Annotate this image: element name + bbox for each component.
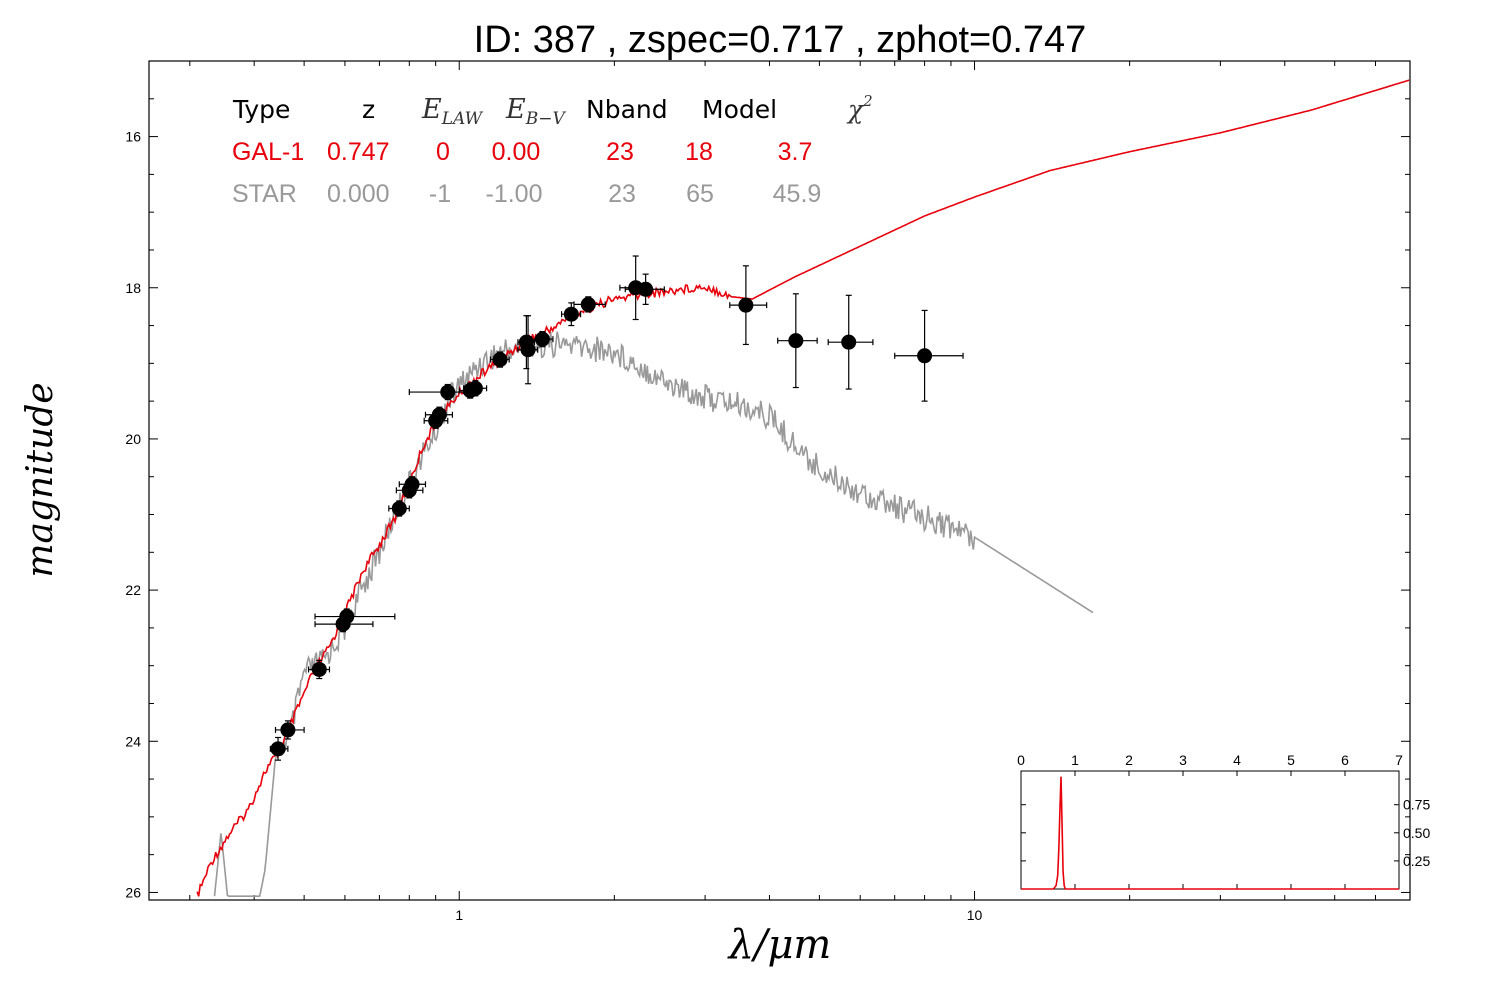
- data-marker: [638, 281, 654, 297]
- data-point: [517, 315, 539, 385]
- pdz-inset: 0 1 2 3 4 5 6 7 0.25 0.50 0.75: [1017, 752, 1430, 890]
- inset-x-tick-label: 0: [1017, 752, 1025, 768]
- y-axis-label: magnitude: [20, 382, 61, 577]
- inset-x-tick-label: 6: [1341, 752, 1349, 768]
- y-tick-label: 20: [125, 431, 141, 447]
- table-header-type: Type: [232, 95, 290, 124]
- data-marker: [280, 722, 296, 738]
- data-marker: [404, 476, 420, 492]
- row-type: GAL-1: [232, 138, 304, 166]
- x-axis-label: λ/μm: [727, 922, 832, 968]
- row-z: 0.000: [327, 180, 390, 208]
- data-point: [827, 294, 874, 390]
- data-point: [424, 406, 454, 423]
- row-model: 18: [685, 138, 713, 166]
- data-point: [489, 351, 510, 368]
- inset-y-tick-label: 0.75: [1403, 797, 1430, 813]
- table-row: GAL-1 0.747 0 0.00 23 18 3.7: [232, 138, 812, 166]
- row-chi2: 3.7: [778, 138, 813, 166]
- inset-x-tick-label: 7: [1395, 752, 1403, 768]
- data-marker: [520, 342, 536, 358]
- row-elaw: 0: [436, 138, 450, 166]
- row-z: 0.747: [327, 138, 390, 166]
- row-ebv: -1.00: [486, 180, 543, 208]
- data-point: [463, 380, 488, 397]
- inset-x-tick-label: 2: [1125, 752, 1133, 768]
- data-marker: [580, 296, 596, 312]
- data-marker: [339, 609, 355, 625]
- data-point: [573, 296, 606, 313]
- inset-x-tick-label: 4: [1233, 752, 1241, 768]
- x-tick-label: 10: [967, 907, 983, 923]
- y-tick-label: 22: [125, 582, 141, 598]
- row-nband: 23: [606, 138, 634, 166]
- data-point: [624, 273, 665, 305]
- row-ebv: 0.00: [492, 138, 541, 166]
- inset-y-tick-label: 0.50: [1403, 825, 1430, 841]
- data-marker: [738, 297, 754, 313]
- pdz-curve: [1021, 776, 1399, 890]
- data-point: [530, 330, 554, 348]
- data-point: [274, 720, 305, 740]
- y-tick-label: 26: [125, 884, 141, 900]
- plot-area: [148, 60, 1411, 901]
- data-marker: [492, 352, 508, 368]
- row-type: STAR: [232, 180, 297, 208]
- data-marker: [917, 348, 933, 364]
- data-point: [398, 476, 427, 493]
- data-marker: [311, 661, 327, 677]
- row-model: 65: [686, 180, 714, 208]
- y-tick-label: 16: [125, 129, 141, 145]
- inset-curve: [1021, 776, 1399, 890]
- inset-y-tick-label: 0.25: [1403, 853, 1430, 869]
- table-header-z: z: [362, 95, 375, 124]
- data-point: [729, 265, 768, 346]
- table-header-model: Model: [702, 95, 777, 124]
- data-marker: [431, 407, 447, 423]
- x-tick-label: 1: [455, 907, 463, 923]
- data-marker: [563, 306, 579, 322]
- y-tick-label: 18: [125, 280, 141, 296]
- data-point: [894, 309, 964, 402]
- star-model-curve: [213, 331, 1094, 897]
- data-point: [561, 302, 582, 327]
- table-row: STAR 0.000 -1 -1.00 23 65 45.9: [232, 180, 821, 208]
- data-marker: [788, 333, 804, 349]
- data-marker: [841, 334, 857, 350]
- inset-x-tick-label: 1: [1071, 752, 1079, 768]
- data-point: [307, 659, 331, 680]
- inset-x-tick-label: 5: [1287, 752, 1295, 768]
- row-chi2: 45.9: [773, 180, 822, 208]
- data-point: [314, 608, 396, 625]
- inset-plot-area: [1020, 770, 1400, 890]
- data-marker: [440, 384, 456, 400]
- row-nband: 23: [608, 180, 636, 208]
- chart-title: ID: 387 , zspec=0.717 , zphot=0.747: [474, 19, 1087, 61]
- data-marker: [534, 331, 550, 347]
- inset-axis-ticks: 0 1 2 3 4 5 6 7 0.25 0.50 0.75: [1017, 752, 1430, 889]
- data-marker: [467, 380, 483, 396]
- data-point: [388, 500, 410, 517]
- data-point: [269, 736, 289, 761]
- data-point: [777, 293, 818, 389]
- photometry-points: [269, 255, 964, 761]
- data-marker: [270, 741, 286, 757]
- data-marker: [391, 500, 407, 516]
- row-elaw: -1: [429, 180, 451, 208]
- table-header-nband: Nband: [586, 95, 668, 124]
- y-tick-label: 24: [125, 733, 141, 749]
- inset-x-tick-label: 3: [1179, 752, 1187, 768]
